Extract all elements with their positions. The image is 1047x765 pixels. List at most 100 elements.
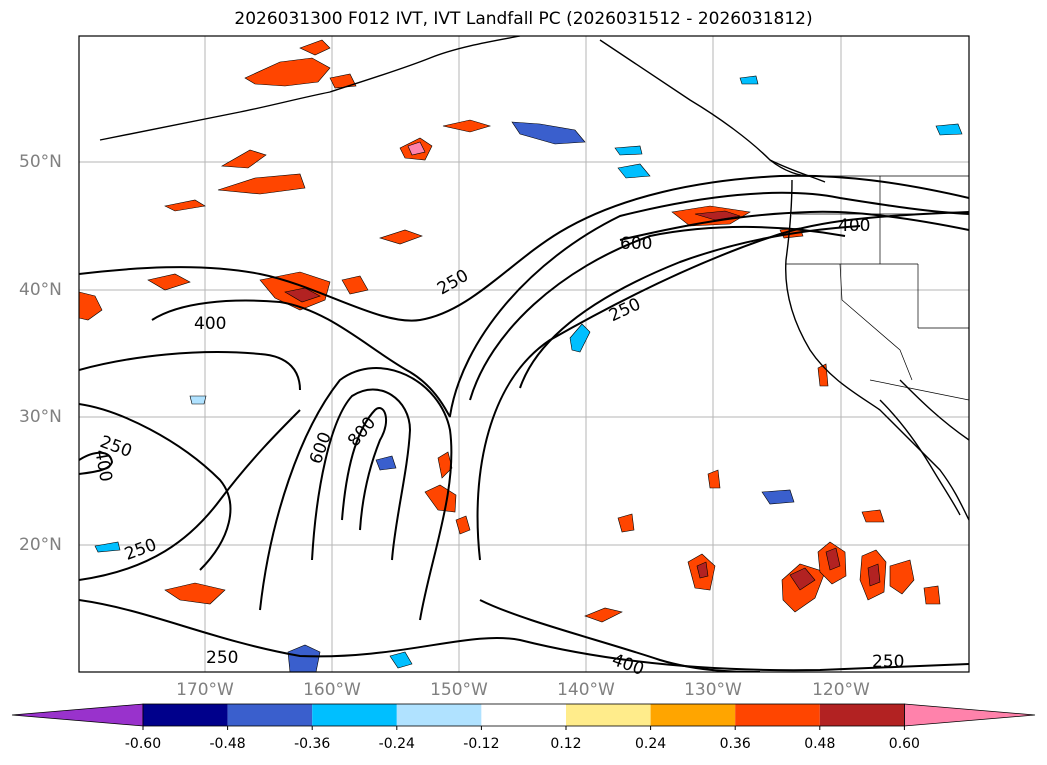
coast-bc [769, 159, 826, 183]
blob-se-3-core [825, 547, 841, 571]
coast-alaska-south [329, 36, 521, 93]
blob-north-5 [442, 119, 492, 133]
coast-west-us [785, 179, 969, 521]
colorbar-segment [227, 704, 313, 726]
colorbar-segment [481, 704, 566, 726]
contour-inner-250 [519, 225, 861, 389]
lat-label-20n: 20°N [19, 535, 62, 555]
neg-blob-se-1 [761, 489, 795, 505]
neg-blob-sw-2 [389, 651, 413, 669]
lon-label-130w: 130°W [684, 680, 742, 700]
lon-label-140w: 140°W [557, 680, 615, 700]
colorbar-tick-label: 0.48 [804, 736, 836, 752]
colorbar-tick-label: 0.60 [888, 736, 920, 752]
blob-alaska-1 [244, 57, 331, 87]
blob-mid-2 [147, 273, 191, 291]
colorbar-outline [142, 703, 905, 727]
contour-250-sw [79, 409, 301, 581]
colorbar-segment [396, 704, 482, 726]
lon-label-160w: 160°W [303, 680, 361, 700]
contour-600-lower [469, 225, 846, 401]
blob-se-5 [889, 559, 915, 595]
neg-blob-sw-1 [287, 644, 321, 672]
positive-pc-blobs [79, 39, 941, 623]
contour-400-north-loop [151, 299, 451, 418]
map-border [78, 35, 970, 673]
contour-label: 400 [838, 216, 871, 236]
contour-400-band [449, 191, 969, 417]
blob-north-2 [217, 173, 306, 195]
lat-label-50n: 50°N [19, 152, 62, 172]
lon-label-150w: 150°W [430, 680, 488, 700]
contour-250-east [476, 211, 969, 561]
neg-blob-north-2 [617, 163, 651, 179]
neg-blob-mid-1 [569, 323, 591, 353]
colorbar-segment [819, 704, 905, 726]
blob-sw-1 [164, 582, 226, 605]
blob-north-1 [221, 149, 267, 169]
blob-se-8 [861, 509, 885, 523]
blob-west-edge [79, 291, 103, 321]
contour-250-south [79, 599, 969, 672]
contour-600-band [619, 210, 969, 241]
blob-se-4-core [867, 563, 881, 587]
blob-south-1 [584, 607, 623, 623]
contour-label: 600 [620, 234, 653, 254]
neg-blob-north-1 [511, 121, 586, 145]
neg-blob-west-2 [189, 395, 207, 405]
coast-alaska-panhandle [599, 39, 811, 177]
contour-250-north-band [79, 174, 969, 322]
colorbar-segment [312, 704, 397, 726]
coast-baja [879, 399, 961, 516]
colorbar-tick-label: -0.60 [124, 736, 162, 752]
colorbar-tick-label: 0.12 [550, 736, 582, 752]
colorbar-tick-label: 0.24 [635, 736, 667, 752]
blob-se-10 [707, 469, 721, 489]
coastlines [99, 36, 969, 521]
contour-600-inner [311, 388, 412, 561]
blob-coast-1-core [694, 210, 741, 221]
colorbar-tick-label: -0.12 [463, 736, 500, 752]
blob-se-2-core [789, 567, 816, 591]
coast-mexico [899, 379, 969, 441]
colorbar-extend-max [904, 703, 1036, 727]
blob-north-6 [378, 229, 423, 245]
contour-label: 250 [872, 652, 905, 672]
blob-se-7 [617, 513, 635, 533]
blob-alaska-3 [329, 73, 357, 89]
coast-alaska-aleutians [99, 91, 331, 141]
colorbar-segment [566, 704, 651, 726]
blob-alaska-2 [299, 39, 331, 56]
colorbar-extend-min [11, 703, 144, 727]
colorbar-segment [650, 704, 736, 726]
colorbar-tick-label: -0.24 [378, 736, 415, 752]
blob-se-1-core [696, 561, 709, 579]
blob-center-3 [455, 515, 471, 535]
state-borders [786, 175, 969, 401]
colorbar-tick-label: 0.36 [719, 736, 751, 752]
colorbar-segment [143, 704, 228, 726]
lat-label-30n: 30°N [19, 407, 62, 427]
lon-label-170w: 170°W [176, 680, 234, 700]
contour-label: 250 [206, 648, 239, 668]
map-title: 2026031300 F012 IVT, IVT Landfall PC (20… [234, 9, 813, 29]
contour-label: 400 [194, 314, 227, 334]
ivt-contours [79, 174, 969, 672]
blob-north-pink [407, 141, 426, 156]
contour-400-inner [259, 367, 453, 621]
neg-blob-north-3 [614, 145, 643, 156]
neg-blob-west-1 [94, 541, 121, 553]
border-mex [869, 379, 969, 401]
neg-blob-center-1 [375, 455, 397, 471]
colorbar-tick-label: -0.36 [294, 736, 331, 752]
colorbar [11, 703, 1036, 730]
negative-pc-blobs [94, 75, 963, 672]
border-ca-nv [839, 263, 913, 381]
blob-mid-3 [341, 275, 369, 295]
lat-label-40n: 40°N [19, 280, 62, 300]
colorbar-segment [735, 704, 820, 726]
contour-800-inner [341, 407, 388, 531]
blob-mid-1-core [284, 287, 321, 303]
blob-north-3 [164, 199, 206, 212]
